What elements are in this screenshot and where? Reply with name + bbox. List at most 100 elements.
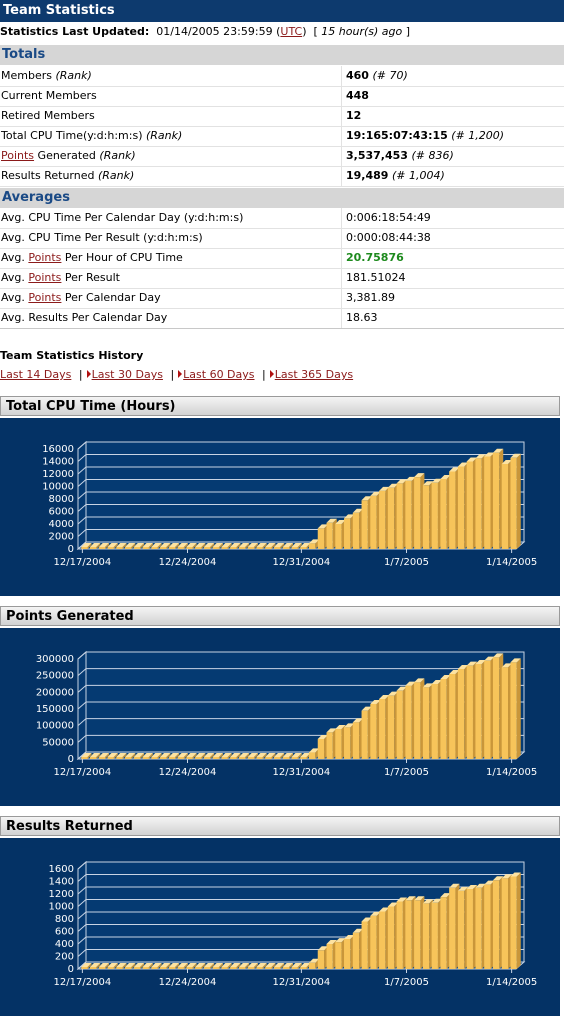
bar-side — [201, 963, 206, 969]
bar-top — [151, 753, 162, 757]
bar-top — [492, 653, 504, 658]
bar-side — [183, 543, 188, 549]
averages-row-value: 18.63 — [346, 311, 378, 324]
label-text: Per Result — [61, 271, 120, 284]
y-tick-label: 150000 — [36, 704, 74, 715]
grid-line — [77, 479, 87, 487]
bar-side — [131, 543, 136, 549]
bar-side — [105, 753, 110, 759]
bar-top — [168, 963, 180, 967]
last-updated-line: Statistics Last Updated: 01/14/2005 23:5… — [0, 25, 411, 38]
bar — [133, 967, 141, 969]
bar — [501, 667, 509, 759]
bar — [326, 522, 333, 549]
history-link-30-days[interactable]: Last 30 Days — [91, 368, 163, 381]
y-tick-label: 0 — [68, 754, 74, 765]
y-tick-label: 14000 — [42, 457, 74, 468]
bar — [317, 950, 325, 969]
bar — [186, 547, 193, 549]
bar — [247, 547, 254, 549]
bar-top — [98, 963, 110, 967]
history-link-60-days[interactable]: Last 60 Days — [183, 368, 255, 381]
bar-top — [116, 543, 127, 547]
bar-side — [166, 543, 171, 549]
bar-top — [125, 963, 136, 967]
points-link[interactable]: Points — [28, 251, 62, 264]
label-text: Avg. Results Per Calendar Day — [1, 311, 168, 324]
bar-top — [238, 753, 250, 757]
totals-row: Members (Rank) 460 (# 70) — [0, 66, 564, 87]
bar-top — [221, 963, 232, 967]
bar-top — [195, 543, 206, 547]
bar-top — [142, 753, 153, 757]
points-link[interactable]: Points — [28, 271, 62, 284]
grid-line — [77, 886, 87, 895]
bar-top — [379, 695, 390, 699]
label-text: Current Members — [1, 89, 97, 102]
bar-top — [317, 524, 329, 529]
bar — [89, 547, 97, 549]
bar — [344, 518, 351, 549]
page-header: Team Statistics — [0, 0, 564, 22]
averages-row: Avg. CPU Time Per Result (y:d:h:m:s) 0:00… — [0, 228, 564, 249]
bar-top — [370, 911, 381, 916]
cpu-time-chart-title: Total CPU Time (Hours) — [6, 399, 176, 414]
bar — [361, 710, 368, 759]
bar — [168, 757, 176, 759]
last-updated-datetime: 01/14/2005 23:59:59 — [156, 25, 273, 38]
history-range-links: Last 14 Days | Last 30 Days | Last 60 Days… — [0, 368, 353, 381]
label-text: Members — [1, 69, 56, 82]
points-link[interactable]: Points — [28, 291, 62, 304]
history-link-365-days[interactable]: Last 365 Days — [274, 368, 354, 381]
bar — [431, 684, 438, 759]
bar — [107, 757, 114, 759]
bar-side — [175, 543, 180, 549]
grid-line — [77, 701, 87, 710]
bar — [186, 967, 193, 969]
bar — [221, 757, 228, 759]
bar — [352, 512, 360, 549]
bar-side — [516, 872, 521, 969]
bar — [186, 757, 193, 759]
link-separator: | — [78, 368, 83, 381]
bar-top — [177, 963, 188, 967]
bar-top — [449, 467, 460, 472]
bar — [212, 757, 219, 759]
label-text: Results Returned — [1, 169, 98, 182]
bar-top — [265, 543, 276, 547]
bar-top — [501, 874, 513, 879]
bar-side — [96, 753, 101, 759]
bar-side — [122, 963, 127, 969]
points-link[interactable]: Points — [1, 149, 35, 162]
totals-row: Points Generated (Rank) 3,537,453 (# 836) — [0, 146, 564, 167]
averages-row-label: Avg. Points Per Hour of CPU Time — [1, 251, 183, 264]
grid-line — [77, 454, 87, 462]
bar-side — [105, 963, 110, 969]
triangle-right-icon — [86, 370, 91, 378]
bar-top — [308, 958, 320, 963]
bar-top — [291, 753, 302, 757]
grid-line — [77, 441, 87, 450]
bar-top — [177, 543, 188, 547]
bar-top — [361, 917, 372, 922]
x-tick-label: 12/17/2004 — [54, 557, 112, 568]
column-divider — [341, 126, 342, 146]
stat-value: 448 — [346, 89, 369, 102]
bar — [273, 967, 281, 969]
bar-top — [387, 902, 399, 907]
bar-top — [396, 897, 407, 902]
label-text: Per Hour of CPU Time — [61, 251, 183, 264]
bar-top — [352, 928, 364, 933]
totals-row-label: Current Members — [1, 89, 97, 102]
last-updated-ago: 15 hour(s) ago — [321, 25, 403, 38]
rank-label: (Rank) — [97, 169, 135, 182]
bar-top — [457, 462, 469, 467]
bar — [142, 967, 149, 969]
history-link-14-days[interactable]: Last 14 Days — [0, 368, 72, 381]
bar-top — [81, 543, 92, 547]
utc-link[interactable]: UTC — [280, 25, 303, 38]
stat-value: 3,537,453 — [346, 149, 408, 162]
y-tick-label: 1600 — [49, 864, 74, 875]
y-tick-label: 8000 — [49, 494, 74, 505]
bar-top — [142, 543, 153, 547]
